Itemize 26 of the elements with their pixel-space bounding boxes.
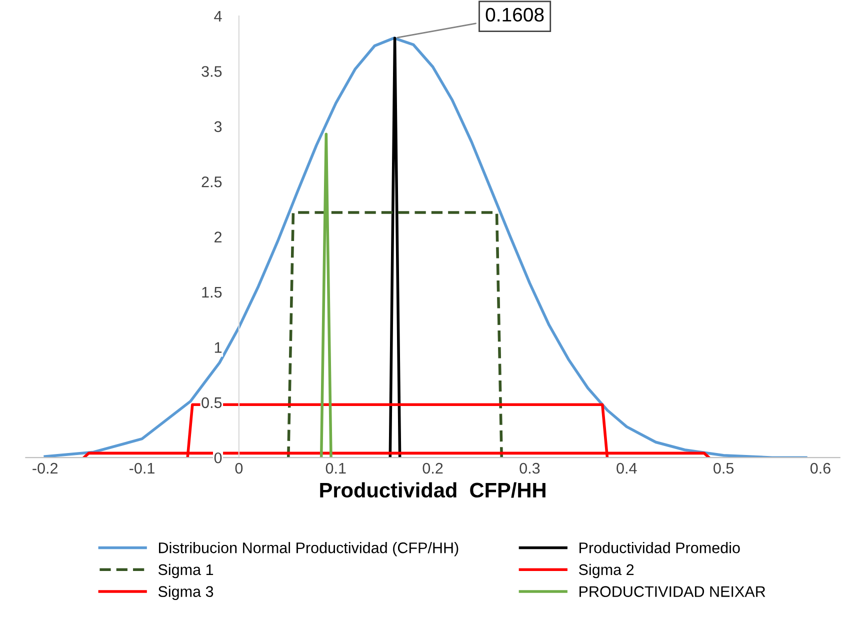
x-tick-label: 0.1 (326, 462, 346, 474)
x-tick-label: 0.3 (520, 462, 540, 474)
y-tick-label: 3 (214, 121, 222, 132)
x-axis-title: Productividad CFP/HH (320, 482, 546, 498)
y-tick-label: 4 (214, 11, 222, 22)
x-tick-label: 0.4 (616, 462, 637, 474)
y-tick-label: 0.5 (202, 397, 222, 408)
y-tick-label: 1 (214, 342, 222, 353)
legend-label: PRODUCTIVIDAD NEIXAR (580, 586, 766, 597)
legend-label: Distribucion Normal Productividad (CFP/HH) (158, 542, 458, 556)
y-tick-label: 2 (214, 232, 222, 242)
y-tick-label: 3.5 (202, 66, 222, 77)
legend-label: Productividad Promedio (580, 542, 740, 554)
y-tick-label: 1.5 (202, 287, 222, 298)
legend-label: Sigma 1 (158, 564, 214, 578)
x-tick-label: -0.2 (32, 462, 58, 474)
y-tick-label: 2.5 (202, 176, 222, 188)
x-tick-label: 0.2 (422, 462, 443, 474)
x-tick-label: 0.5 (714, 462, 734, 474)
annotation: 0.1608 (486, 8, 544, 22)
legend-label: Sigma 3 (158, 586, 214, 600)
legend-label: Sigma 2 (578, 564, 634, 578)
x-tick-label: 0 (235, 462, 243, 474)
y-tick-label: 0 (214, 452, 222, 464)
x-tick-label: -0.1 (130, 462, 154, 474)
x-tick-label: 0.6 (810, 462, 830, 474)
